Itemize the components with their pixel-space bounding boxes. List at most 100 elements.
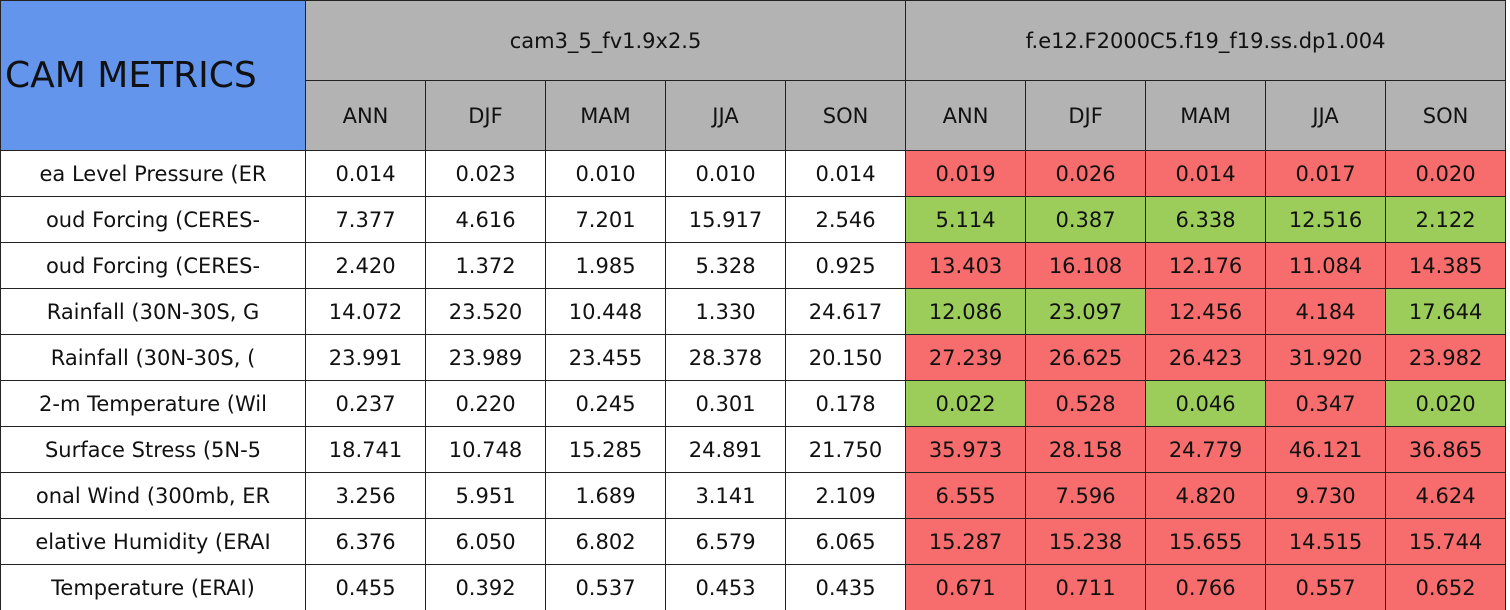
value-cell: 1.689 [545, 472, 666, 519]
value-cell: 14.385 [1385, 242, 1507, 289]
row-label-text: ea Level Pressure (ER [39, 161, 267, 186]
value-cell: 5.114 [905, 196, 1027, 243]
row-label-text: Rainfall (30N-30S, G [46, 299, 260, 324]
value-cell: 2.122 [1385, 196, 1507, 243]
season-header: SON [784, 80, 907, 151]
value-cell: 6.338 [1145, 196, 1267, 243]
value-cell: 0.435 [784, 564, 907, 610]
season-header: ANN [905, 80, 1027, 151]
value-cell: 15.285 [545, 426, 666, 473]
value-cell: 12.176 [1145, 242, 1267, 289]
header-row: CAM METRICS cam3_5_fv1.9x2.5 f.e12.F2000C5… [0, 0, 1507, 151]
value-cell: 0.671 [905, 564, 1027, 610]
data-row: ea Level Pressure (ER 0.014 0.023 0.010 0.01… [0, 150, 1507, 197]
value-cell: 6.802 [545, 518, 666, 565]
value-cell: 5.328 [665, 242, 786, 289]
value-cell: 5.951 [425, 472, 546, 519]
season-header: MAM [545, 80, 666, 151]
value-cell: 28.378 [665, 334, 786, 381]
row-label: oud Forcing (CERES- [0, 242, 306, 289]
value-cell: 10.448 [545, 288, 666, 335]
value-cell: 23.982 [1385, 334, 1507, 381]
value-cell: 31.920 [1265, 334, 1387, 381]
value-cell: 0.020 [1385, 150, 1507, 197]
value-cell: 0.046 [1145, 380, 1267, 427]
value-cell: 0.453 [665, 564, 786, 610]
value-cell: 0.245 [545, 380, 666, 427]
value-cell: 9.730 [1265, 472, 1387, 519]
value-cell: 12.456 [1145, 288, 1267, 335]
row-label-text: oud Forcing (CERES- [45, 253, 261, 278]
row-label: elative Humidity (ERAI [0, 518, 306, 565]
value-cell: 4.820 [1145, 472, 1267, 519]
corner-cell: CAM METRICS [0, 0, 306, 151]
value-cell: 11.084 [1265, 242, 1387, 289]
value-cell: 0.347 [1265, 380, 1387, 427]
value-cell: 46.121 [1265, 426, 1387, 473]
season-header: DJF [1025, 80, 1147, 151]
value-cell: 26.423 [1145, 334, 1267, 381]
value-cell: 6.050 [425, 518, 546, 565]
value-cell: 6.579 [665, 518, 786, 565]
value-cell: 1.330 [665, 288, 786, 335]
row-label: Rainfall (30N-30S, G [0, 288, 306, 335]
value-cell: 24.617 [784, 288, 907, 335]
value-cell: 24.891 [665, 426, 786, 473]
value-cell: 4.616 [425, 196, 546, 243]
row-label: Rainfall (30N-30S, ( [0, 334, 306, 381]
value-cell: 15.287 [905, 518, 1027, 565]
data-row: Rainfall (30N-30S, G 14.072 23.520 10.448 1.… [0, 288, 1507, 335]
value-cell: 7.596 [1025, 472, 1147, 519]
row-label-text: onal Wind (300mb, ER [35, 483, 271, 508]
value-cell: 26.625 [1025, 334, 1147, 381]
season-header: JJA [1265, 80, 1387, 151]
season-header: JJA [665, 80, 786, 151]
value-cell: 4.624 [1385, 472, 1507, 519]
value-cell: 0.537 [545, 564, 666, 610]
season-header: MAM [1145, 80, 1267, 151]
row-label-text: 2-m Temperature (Wil [39, 391, 267, 416]
data-row: oud Forcing (CERES- 7.377 4.616 7.201 15.917… [0, 196, 1507, 243]
value-cell: 0.014 [305, 150, 426, 197]
data-row: oud Forcing (CERES- 2.420 1.372 1.985 5.328 0… [0, 242, 1507, 289]
value-cell: 12.086 [905, 288, 1027, 335]
value-cell: 15.655 [1145, 518, 1267, 565]
value-cell: 16.108 [1025, 242, 1147, 289]
value-cell: 0.022 [905, 380, 1027, 427]
value-cell: 0.220 [425, 380, 546, 427]
value-cell: 23.989 [425, 334, 546, 381]
value-cell: 27.239 [905, 334, 1027, 381]
value-cell: 15.744 [1385, 518, 1507, 565]
season-header: DJF [425, 80, 546, 151]
value-cell: 28.158 [1025, 426, 1147, 473]
row-label-text: Temperature (ERAI) [51, 575, 255, 600]
season-header: ANN [305, 80, 426, 151]
value-cell: 0.766 [1145, 564, 1267, 610]
value-cell: 20.150 [784, 334, 907, 381]
value-cell: 0.023 [425, 150, 546, 197]
group-header: cam3_5_fv1.9x2.5 [304, 0, 907, 81]
value-cell: 0.010 [665, 150, 786, 197]
value-cell: 0.178 [784, 380, 907, 427]
row-label-text: oud Forcing (CERES- [45, 207, 261, 232]
value-cell: 3.141 [665, 472, 786, 519]
value-cell: 0.026 [1025, 150, 1147, 197]
value-cell: 2.109 [784, 472, 907, 519]
value-cell: 24.779 [1145, 426, 1267, 473]
row-label: ea Level Pressure (ER [0, 150, 306, 197]
value-cell: 0.014 [1145, 150, 1267, 197]
row-label-text: elative Humidity (ERAI [35, 529, 271, 554]
value-cell: 12.516 [1265, 196, 1387, 243]
value-cell: 0.392 [425, 564, 546, 610]
value-cell: 6.555 [905, 472, 1027, 519]
value-cell: 2.546 [784, 196, 907, 243]
row-label: Temperature (ERAI) [0, 564, 306, 610]
value-cell: 0.528 [1025, 380, 1147, 427]
value-cell: 7.377 [305, 196, 426, 243]
value-cell: 10.748 [425, 426, 546, 473]
value-cell: 3.256 [305, 472, 426, 519]
value-cell: 0.455 [305, 564, 426, 610]
value-cell: 14.515 [1265, 518, 1387, 565]
value-cell: 0.019 [905, 150, 1027, 197]
